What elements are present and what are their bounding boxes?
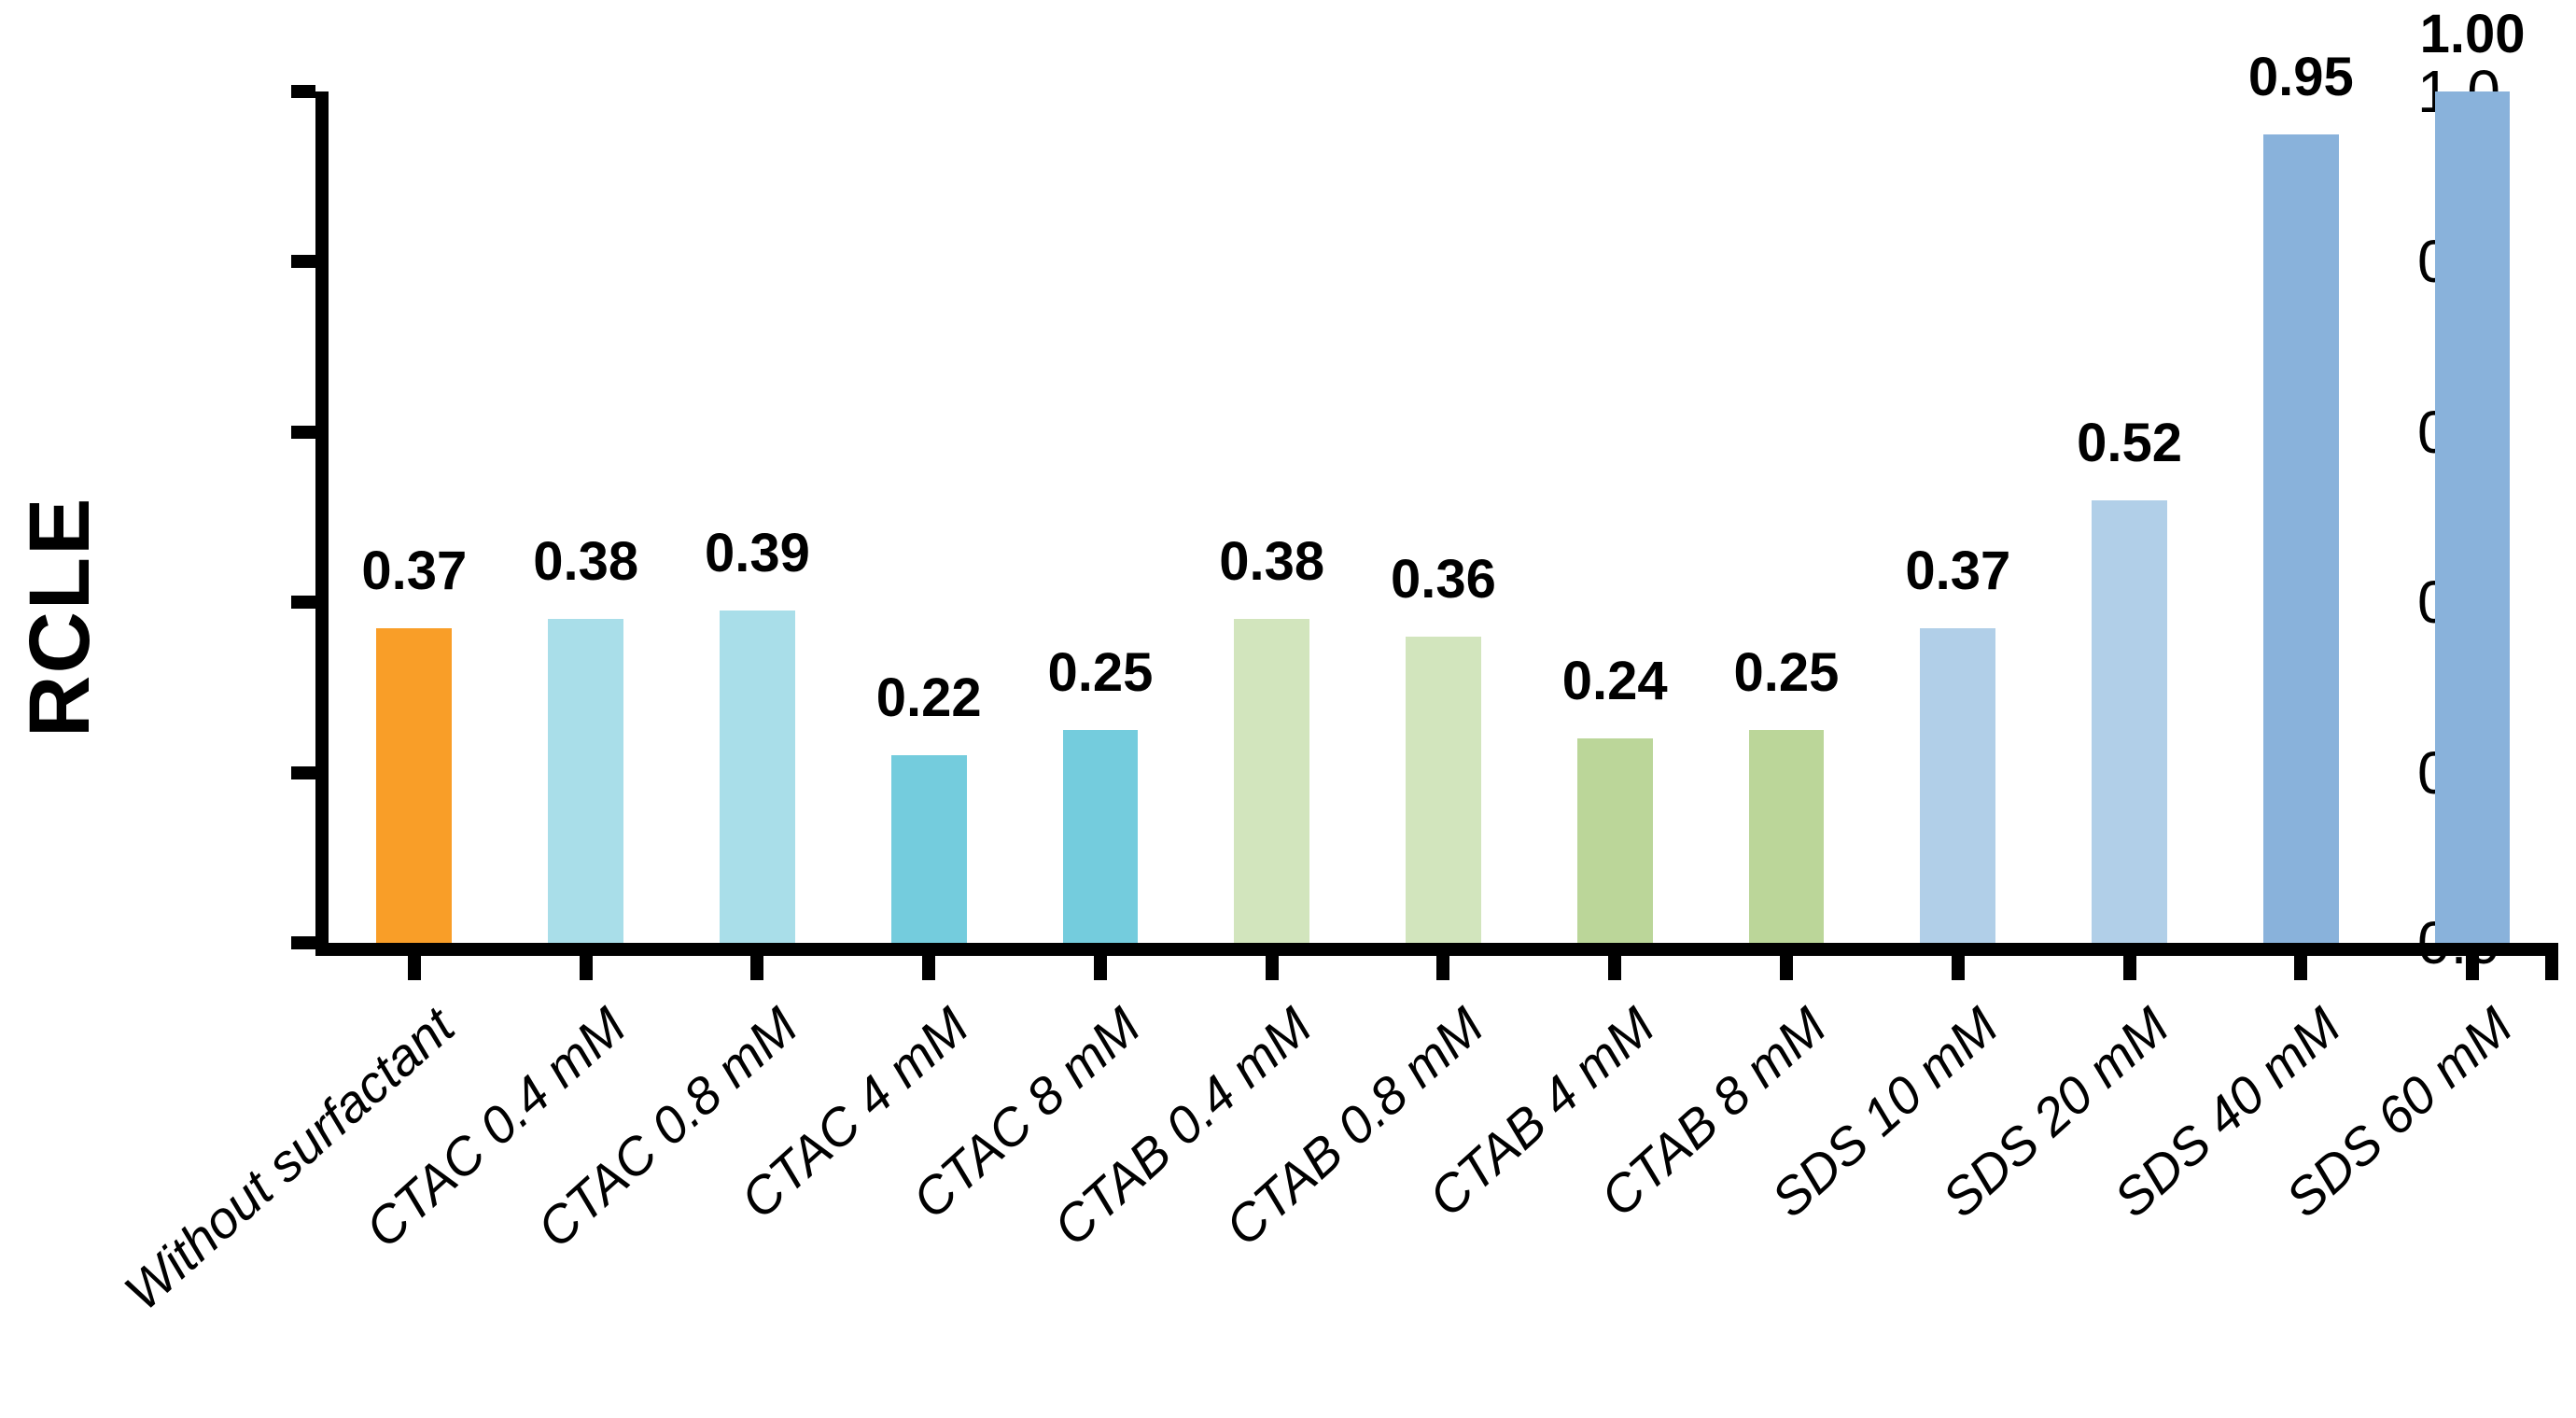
y-axis-tick xyxy=(291,596,315,610)
bar-column: 0.52 SDS 20 mM xyxy=(1931,91,2216,1228)
bar: 0.39 xyxy=(705,526,810,943)
y-axis-tick xyxy=(291,936,315,949)
bar-value-label: 0.24 xyxy=(1561,651,1668,712)
x-axis-tick xyxy=(1951,956,1965,980)
bar-value-label: 1.00 xyxy=(2419,4,2526,64)
bar-column: 0.38 CTAB 0.4 mM xyxy=(1043,91,1358,1257)
bar: 0.38 xyxy=(533,535,638,943)
x-axis-tick xyxy=(1780,956,1793,980)
bar-column: 0.25 CTAB 8 mM xyxy=(1589,91,1872,1228)
bar-column: 0.24 CTAB 4 mM xyxy=(1418,91,1701,1228)
x-axis-tick xyxy=(2466,956,2480,980)
bar: 0.95 xyxy=(2248,49,2354,943)
x-axis-tick xyxy=(922,956,936,980)
y-axis-title: RCLE xyxy=(12,496,107,737)
bar-value-label: 0.22 xyxy=(875,667,982,729)
bar-column: 0.37 SDS 10 mM xyxy=(1759,91,2044,1228)
y-axis-tick xyxy=(291,255,315,269)
bars-row: 0.37 Without surfactant 0.38 CTAC 0.4 mM 0.3… xyxy=(113,7,2558,1322)
x-axis-tick xyxy=(1608,956,1622,980)
bar-value-label: 0.25 xyxy=(1733,642,1840,703)
bar: 0.37 xyxy=(1905,543,2010,943)
bar: 0.37 xyxy=(361,543,467,943)
bar: 0.52 xyxy=(2077,415,2182,943)
x-axis-tick xyxy=(2122,956,2136,980)
bar-value-label: 0.37 xyxy=(1905,540,2011,601)
bar-column: 0.39 CTAC 0.8 mM xyxy=(525,91,844,1259)
bar-column: 0.95 SDS 40 mM xyxy=(2103,49,2387,1228)
bar: 0.24 xyxy=(1562,654,1668,943)
y-axis-tick xyxy=(291,765,315,779)
bar-value-label: 0.25 xyxy=(1047,642,1154,703)
y-axis-tick xyxy=(291,425,315,439)
bar: 0.25 xyxy=(1047,646,1153,943)
bar-value-label: 0.38 xyxy=(1219,531,1325,593)
bar-value-label: 0.52 xyxy=(2077,412,2182,473)
bar: 0.38 xyxy=(1219,535,1324,943)
bar: 0.36 xyxy=(1391,552,1496,943)
x-axis-tick xyxy=(1436,956,1450,980)
x-axis-end-tick xyxy=(2545,956,2558,980)
x-axis-tick xyxy=(2294,956,2308,980)
x-axis-tick xyxy=(1093,956,1107,980)
bar-value-label: 0.36 xyxy=(1391,548,1496,610)
x-axis-tick xyxy=(750,956,764,980)
x-axis-tick xyxy=(579,956,593,980)
bar-value-label: 0.95 xyxy=(2247,46,2354,107)
bar-value-label: 0.39 xyxy=(704,523,810,584)
x-axis-tick xyxy=(1265,956,1279,980)
bar-column: 0.37 Without surfactant xyxy=(113,91,500,1321)
x-axis-tick xyxy=(407,956,421,980)
x-axis-category-label: Without surfactant xyxy=(112,996,466,1322)
bar-column: 1.00 SDS 60 mM xyxy=(2275,7,2558,1228)
bar-value-label: 0.37 xyxy=(361,540,468,601)
bar-column: 0.25 CTAC 8 mM xyxy=(901,91,1186,1230)
bar: 1.00 xyxy=(2420,7,2526,943)
bar-column: 0.36 CTAB 0.8 mM xyxy=(1213,91,1530,1257)
bar-value-label: 0.38 xyxy=(533,531,639,593)
bar: 0.25 xyxy=(1734,646,1839,943)
bar-column: 0.38 CTAC 0.4 mM xyxy=(354,91,672,1258)
bar: 0.22 xyxy=(876,671,982,943)
bar-column: 0.22 CTAC 4 mM xyxy=(729,91,1015,1229)
y-axis-tick xyxy=(291,85,315,98)
